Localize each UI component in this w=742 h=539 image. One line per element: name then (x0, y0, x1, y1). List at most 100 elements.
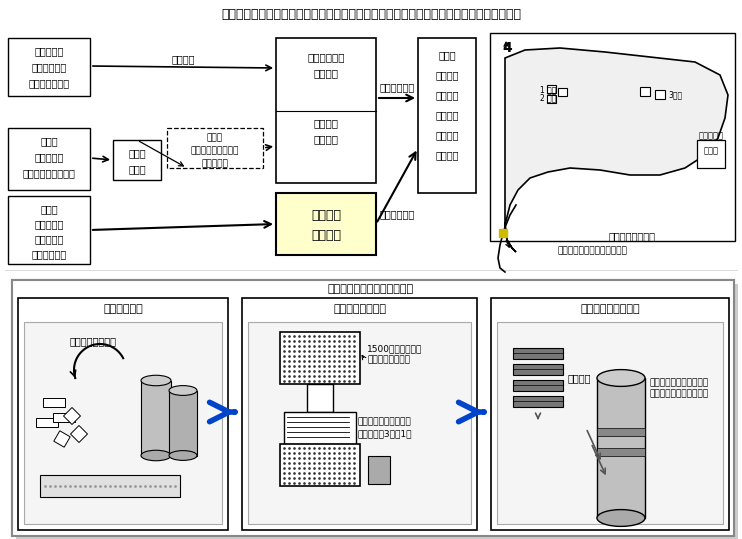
Bar (113, 140, 161, 180)
Text: セメント: セメント (314, 118, 338, 128)
Text: ケーブル等）: ケーブル等） (31, 249, 67, 259)
Bar (276, 38, 376, 183)
Bar (513, 396, 563, 407)
Bar (280, 332, 360, 384)
FancyBboxPatch shape (43, 398, 65, 407)
Text: 金属、フィルタ等: 金属、フィルタ等 (70, 336, 117, 346)
Bar (558, 88, 567, 96)
Bar (64, 407, 80, 425)
Bar (497, 322, 723, 524)
Text: 4: 4 (502, 41, 512, 55)
Bar (242, 298, 477, 530)
Bar (280, 444, 360, 486)
Text: 不燃性: 不燃性 (40, 204, 58, 214)
Text: 焼却炉: 焼却炉 (128, 164, 146, 174)
Bar (12, 280, 734, 536)
Bar (16, 284, 738, 539)
Text: 固化装置: 固化装置 (314, 134, 338, 144)
Bar (8, 196, 90, 264)
Text: センター: センター (436, 150, 459, 160)
Bar (12, 280, 734, 536)
FancyBboxPatch shape (53, 413, 75, 422)
Bar (597, 448, 645, 456)
Text: 伊方発電所　低レベル放射性廃棄物の処理工程および廃棄物圧縮減容固化設備の設置場所: 伊方発電所 低レベル放射性廃棄物の処理工程および廃棄物圧縮減容固化設備の設置場所 (221, 8, 521, 21)
Ellipse shape (597, 509, 645, 527)
Text: （金属類、: （金属類、 (34, 234, 64, 244)
Bar (597, 378, 645, 518)
Text: 放射性廃: 放射性廃 (436, 110, 459, 120)
Bar (513, 380, 563, 391)
Bar (697, 140, 725, 168)
Text: （減容比約3分の1）: （減容比約3分の1） (357, 429, 412, 438)
FancyBboxPatch shape (36, 418, 58, 427)
Text: 伊方発電所構内図: 伊方発電所構内図 (609, 231, 656, 241)
Bar (307, 384, 333, 412)
Bar (640, 87, 650, 96)
Text: 圧縮減容: 圧縮減容 (311, 209, 341, 222)
Text: 液体廃棄物: 液体廃棄物 (34, 46, 64, 56)
Bar (491, 298, 729, 530)
Text: 低レベル: 低レベル (436, 90, 459, 100)
Text: 2 号機: 2 号機 (540, 93, 556, 102)
Bar (18, 298, 228, 530)
Ellipse shape (141, 450, 171, 461)
Bar (8, 128, 90, 190)
Text: （固体廃棄物貯蔵庫: （固体廃棄物貯蔵庫 (191, 146, 239, 155)
Bar (547, 85, 556, 93)
Text: 機器ドレン等）: 機器ドレン等） (28, 78, 70, 88)
Bar (40, 475, 180, 497)
Text: 高圧圧縮減容装置: 高圧圧縮減容装置 (333, 304, 386, 314)
Ellipse shape (141, 375, 171, 386)
Bar (368, 456, 390, 484)
Text: モルタル: モルタル (568, 373, 591, 383)
Text: 青森県: 青森県 (439, 50, 456, 60)
Text: 六ヶ所村: 六ヶ所村 (436, 70, 459, 80)
Text: 雑固体: 雑固体 (128, 148, 146, 158)
Text: 貯蔵庫: 貯蔵庫 (703, 146, 718, 155)
Polygon shape (505, 48, 728, 252)
Bar (141, 381, 171, 455)
Ellipse shape (169, 451, 197, 460)
Text: 雑固体処理建屋（新設建屋）: 雑固体処理建屋（新設建屋） (557, 246, 628, 255)
Text: 圧縮された固体廃棄物を: 圧縮された固体廃棄物を (650, 378, 709, 387)
Text: にて保管）: にて保管） (202, 159, 229, 168)
Ellipse shape (597, 370, 645, 386)
Text: ドラム缶搬出: ドラム缶搬出 (379, 209, 415, 219)
Text: アスファルト: アスファルト (307, 52, 345, 62)
Text: 濃縮廃液: 濃縮廃液 (171, 54, 194, 64)
Text: （紙ウエス、布等）: （紙ウエス、布等） (22, 168, 76, 178)
Text: 3号機: 3号機 (668, 90, 682, 99)
Text: 可燃性: 可燃性 (40, 136, 58, 146)
Bar (167, 128, 263, 168)
Bar (513, 364, 563, 375)
Text: 棄物理設: 棄物理設 (436, 130, 459, 140)
Bar (513, 348, 563, 359)
Ellipse shape (169, 385, 197, 396)
Text: 圧縮された固体廃棄物: 圧縮された固体廃棄物 (357, 417, 411, 426)
Text: 仕分け、切断: 仕分け、切断 (103, 304, 143, 314)
Text: 固化装置: 固化装置 (314, 68, 338, 78)
Bar (8, 38, 90, 96)
Text: 焼却灰: 焼却灰 (207, 133, 223, 142)
Bar (284, 412, 356, 444)
Text: モルタル充てん装置: モルタル充てん装置 (580, 304, 640, 314)
Bar (54, 431, 70, 447)
Text: 1500トン級の高圧: 1500トン級の高圧 (367, 344, 422, 353)
Bar (418, 38, 476, 193)
Text: （洗濯排水、: （洗濯排水、 (31, 62, 67, 72)
Text: 入れてモルタルを充てん: 入れてモルタルを充てん (650, 389, 709, 398)
Bar (655, 90, 665, 99)
Bar (248, 322, 471, 524)
Text: 廃棄物圧縮減容固化設備概要: 廃棄物圧縮減容固化設備概要 (328, 284, 414, 294)
Bar (597, 428, 645, 436)
Text: 固化設備: 固化設備 (311, 229, 341, 242)
Text: 固体廃棄物: 固体廃棄物 (34, 219, 64, 229)
Bar (24, 322, 222, 524)
Bar (276, 193, 376, 255)
Text: ドラム缶搬出: ドラム缶搬出 (379, 82, 415, 92)
Text: プレスによる圧縮: プレスによる圧縮 (367, 355, 410, 364)
Bar (547, 95, 556, 103)
Bar (490, 33, 735, 241)
Bar (169, 390, 197, 455)
Text: 固体廃棄物: 固体廃棄物 (34, 152, 64, 162)
